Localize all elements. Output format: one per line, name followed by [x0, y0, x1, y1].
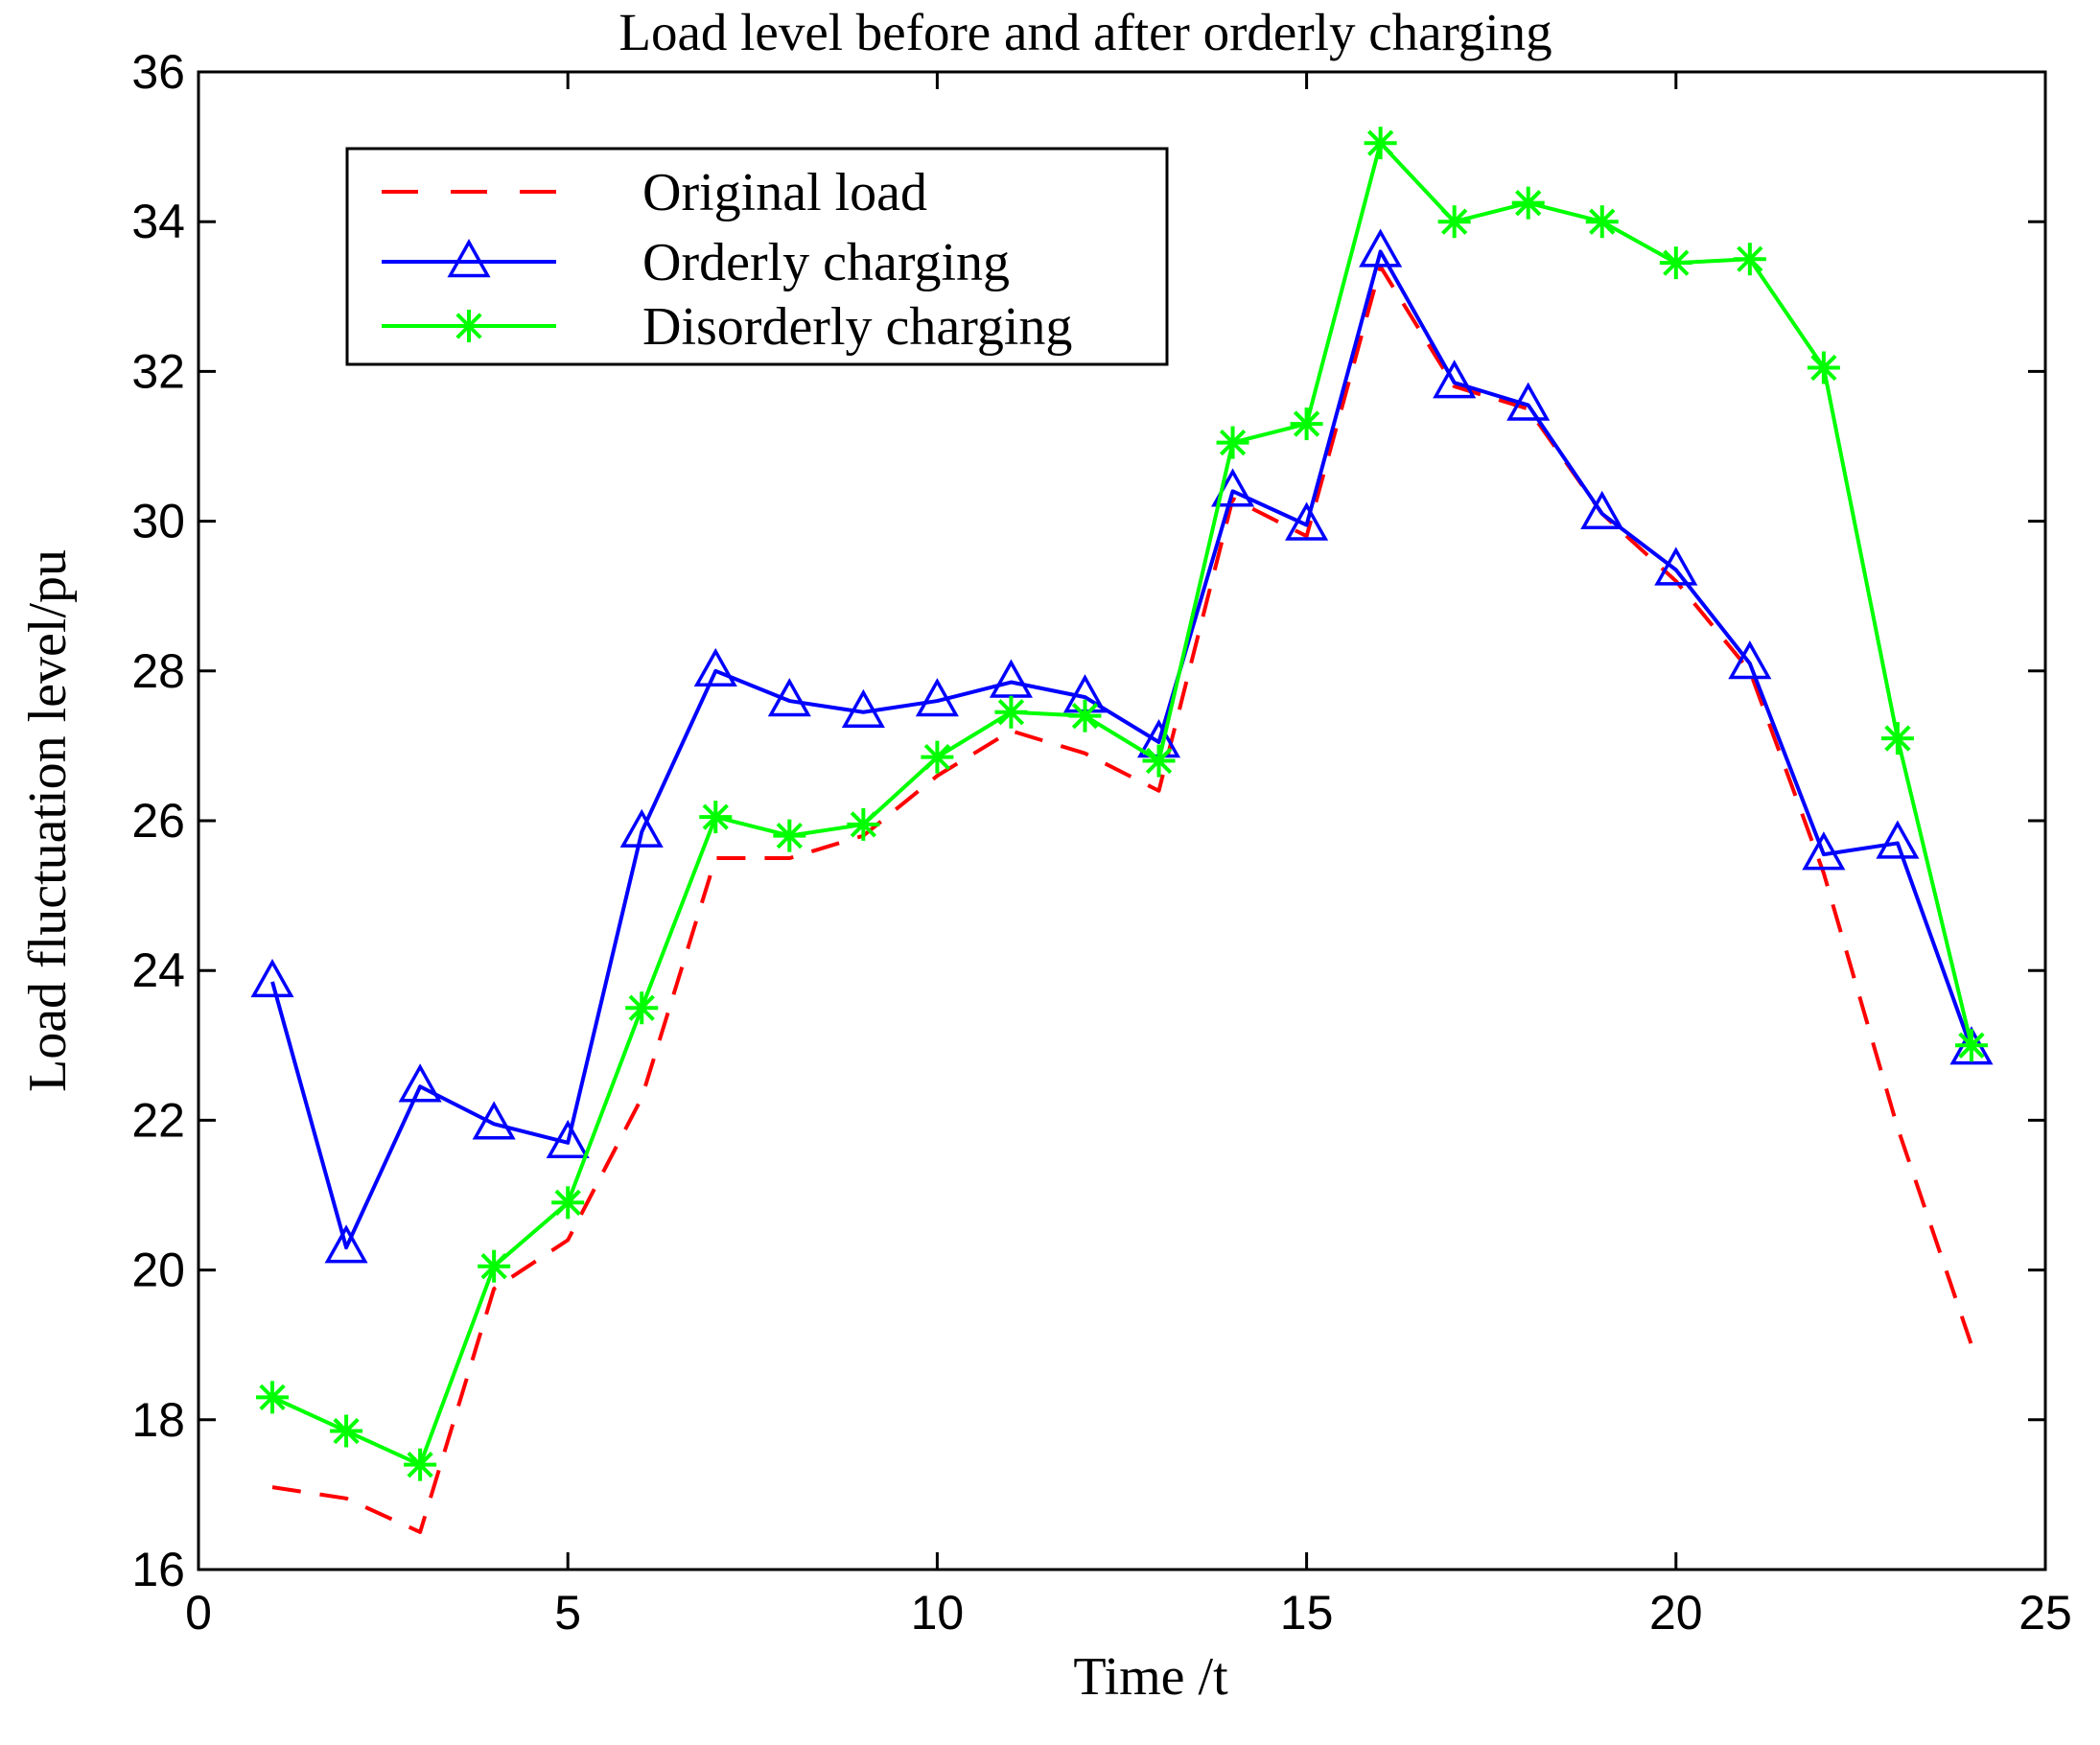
- data-point-disorderly-charging: [699, 801, 733, 834]
- legend-item-orderly-charging: Orderly charging: [382, 233, 1010, 292]
- data-point-disorderly-charging: [1807, 351, 1840, 384]
- data-point-orderly-charging: [1433, 360, 1477, 399]
- legend-label: Orderly charging: [642, 233, 1010, 292]
- data-point-disorderly-charging: [1585, 205, 1619, 239]
- x-axis: 0 5 10 15 20 25: [185, 72, 2072, 1640]
- data-point-disorderly-charging: [1880, 722, 1914, 756]
- y-tick-label: 16: [131, 1543, 185, 1596]
- data-point-disorderly-charging: [478, 1249, 511, 1283]
- data-point-orderly-charging: [398, 1063, 442, 1103]
- y-axis: 16 18 20 22 24 26 28 30 32 34 36: [131, 45, 2045, 1596]
- data-point-orderly-charging: [472, 1101, 516, 1140]
- data-point-disorderly-charging: [1216, 426, 1249, 459]
- legend-item-disorderly-charging: Disorderly charging: [382, 297, 1072, 357]
- y-tick-label: 26: [131, 794, 185, 848]
- data-point-disorderly-charging: [404, 1448, 437, 1481]
- data-point-orderly-charging: [1728, 640, 1772, 680]
- legend-marker: [453, 310, 485, 342]
- data-point-disorderly-charging: [1733, 243, 1766, 276]
- data-point-disorderly-charging: [773, 819, 806, 852]
- legend-item-original-load: Original load: [382, 163, 927, 222]
- data-point-orderly-charging: [1285, 501, 1329, 541]
- data-point-orderly-charging: [1654, 547, 1698, 586]
- y-tick-label: 24: [131, 943, 185, 997]
- y-tick-label: 32: [131, 344, 185, 398]
- data-point-orderly-charging: [1359, 228, 1403, 268]
- data-point-disorderly-charging: [1142, 744, 1176, 778]
- legend: Original load Orderly chargingDisorderly …: [345, 147, 1169, 366]
- x-tick-label: 15: [1280, 1586, 1334, 1640]
- x-tick-label: 5: [554, 1586, 581, 1640]
- data-point-orderly-charging: [915, 678, 959, 717]
- data-point-disorderly-charging: [256, 1381, 290, 1414]
- data-point-orderly-charging: [546, 1119, 590, 1159]
- y-tick-label: 28: [131, 644, 185, 698]
- data-point-orderly-charging: [693, 647, 737, 686]
- data-point-orderly-charging: [619, 808, 664, 848]
- x-tick-label: 20: [1649, 1586, 1703, 1640]
- legend-box: [345, 147, 1169, 366]
- data-point-disorderly-charging: [1364, 127, 1397, 160]
- data-point-disorderly-charging: [1659, 246, 1692, 280]
- series-line-original-load: [271, 265, 1973, 1534]
- legend-label: Disorderly charging: [642, 297, 1072, 357]
- y-tick-label: 22: [131, 1093, 185, 1147]
- series-line-orderly-charging: [270, 249, 1973, 1250]
- y-axis-label: Load fluctuation level/pu: [18, 549, 78, 1092]
- data-point-orderly-charging: [841, 688, 885, 728]
- y-tick-label: 30: [131, 495, 185, 548]
- y-tick-label: 34: [131, 195, 185, 248]
- data-point-disorderly-charging: [551, 1186, 585, 1220]
- data-point-disorderly-charging: [1290, 407, 1323, 441]
- data-point-disorderly-charging: [994, 695, 1028, 729]
- series-layer: [250, 127, 1994, 1534]
- legend-marker: [447, 239, 491, 278]
- legend-label: Original load: [642, 163, 927, 222]
- chart-title: Load level before and after orderly char…: [618, 3, 1552, 61]
- series-orderly-charging: [250, 228, 1994, 1264]
- y-tick-label: 20: [131, 1244, 185, 1297]
- data-point-orderly-charging: [767, 678, 811, 717]
- x-tick-label: 25: [2018, 1586, 2072, 1640]
- data-point-orderly-charging: [324, 1224, 368, 1264]
- y-tick-label: 36: [131, 45, 185, 99]
- series-disorderly-charging: [256, 127, 1988, 1481]
- data-point-disorderly-charging: [1954, 1029, 1988, 1062]
- x-tick-label: 0: [185, 1586, 212, 1640]
- data-point-orderly-charging: [1506, 382, 1551, 421]
- data-point-disorderly-charging: [625, 991, 659, 1025]
- data-point-orderly-charging: [1580, 490, 1624, 529]
- data-point-orderly-charging: [250, 958, 294, 998]
- data-point-disorderly-charging: [921, 740, 954, 774]
- data-point-orderly-charging: [1876, 820, 1920, 859]
- data-point-disorderly-charging: [847, 807, 880, 841]
- x-axis-label: Time /t: [1073, 1647, 1228, 1707]
- data-point-orderly-charging: [1802, 831, 1846, 871]
- data-point-disorderly-charging: [330, 1414, 363, 1448]
- data-point-disorderly-charging: [1437, 205, 1471, 239]
- data-point-disorderly-charging: [1068, 699, 1102, 733]
- y-tick-label: 18: [131, 1393, 185, 1447]
- x-tick-label: 10: [911, 1586, 965, 1640]
- data-point-disorderly-charging: [1511, 186, 1545, 220]
- series-original-load: [271, 265, 1973, 1534]
